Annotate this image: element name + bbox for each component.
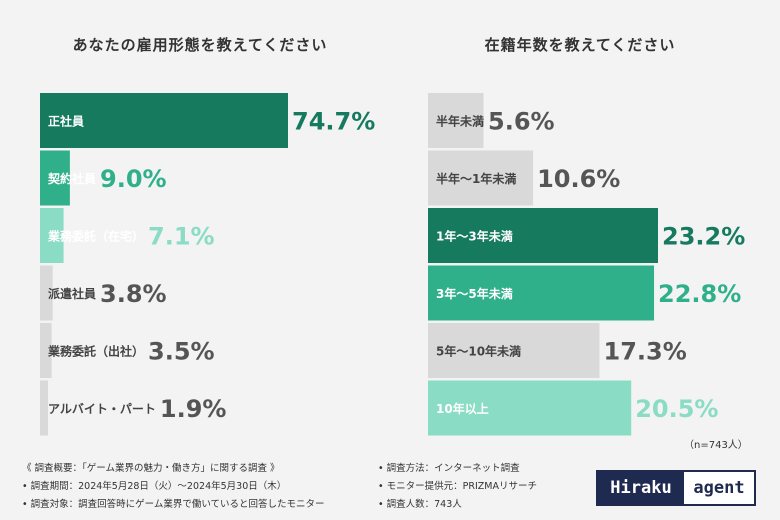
category-label: 業務委託（在宅） xyxy=(47,229,144,244)
footer-line: • 調査期間：2024年5月28日（火）〜2024年5月30日（木） xyxy=(22,481,287,492)
value-label: 3.5% xyxy=(148,338,215,366)
chart-title-employment: あなたの雇用形態を教えてください xyxy=(72,36,328,54)
category-label: 5年〜10年未満 xyxy=(436,344,521,359)
footer-line: • モニター提供元：PRIZMAリサーチ xyxy=(378,481,537,492)
bar xyxy=(40,380,48,436)
value-label: 5.6% xyxy=(488,108,555,136)
footer-line: • 調査対象：調査回答時にゲーム業界で働いていると回答したモニター xyxy=(22,499,325,510)
value-label: 17.3% xyxy=(604,338,687,366)
bar xyxy=(428,380,632,436)
bar xyxy=(428,323,600,378)
bar xyxy=(40,208,64,263)
category-label: 正社員 xyxy=(48,114,84,129)
charts-canvas: 正社員 74.7% 契約社員 9.0% 業務委託（在宅） 7.1% 派遣社員 3.8% 業務委託… xyxy=(40,93,745,436)
category-label: 業務委託（出社） xyxy=(47,344,144,359)
footer-line: • 調査人数：743人 xyxy=(378,499,462,510)
category-label: 10年以上 xyxy=(436,401,489,416)
logo-part2: agent xyxy=(684,472,754,504)
sample-size-note: （n=743人） xyxy=(684,440,748,451)
category-label: 半年〜1年未満 xyxy=(436,171,516,186)
bar xyxy=(40,93,288,148)
value-label: 22.8% xyxy=(658,280,741,308)
hiraku-agent-logo: Hiraku agent xyxy=(596,470,756,506)
bar xyxy=(428,208,658,263)
chart-panel-1: 半年未満 5.6% 半年〜1年未満 10.6% 1年〜3年未満 23.2% 3年〜5年未満 2… xyxy=(428,93,745,436)
value-label: 1.9% xyxy=(160,395,227,423)
value-label: 7.1% xyxy=(148,223,215,251)
category-label: 派遣社員 xyxy=(48,286,96,301)
footer-line: 《 調査概要：「ゲーム業界の魅力・働き方」に関する調査 》 xyxy=(22,463,280,474)
bar xyxy=(40,265,53,321)
logo-part1: Hiraku xyxy=(598,472,684,504)
category-label: 半年未満 xyxy=(436,114,484,129)
bar xyxy=(40,150,70,206)
survey-overview: 《 調査概要：「ゲーム業界の魅力・働き方」に関する調査 》 • 調査期間：202… xyxy=(22,460,382,514)
bar xyxy=(428,93,484,148)
chart-title-tenure: 在籍年数を教えてください xyxy=(484,36,676,54)
value-label: 10.6% xyxy=(537,165,620,193)
chart-panel-0: 正社員 74.7% 契約社員 9.0% 業務委託（在宅） 7.1% 派遣社員 3.8% 業務委託… xyxy=(40,93,375,436)
bar xyxy=(40,323,52,378)
value-label: 9.0% xyxy=(100,165,167,193)
category-label: 3年〜5年未満 xyxy=(436,286,513,301)
category-label: 契約社員 xyxy=(47,171,96,186)
bar xyxy=(428,265,655,321)
value-label: 23.2% xyxy=(662,223,745,251)
value-label: 74.7% xyxy=(292,108,375,136)
footer-line: • 調査方法：インターネット調査 xyxy=(378,463,520,474)
survey-method: • 調査方法：インターネット調査 • モニター提供元：PRIZMAリサーチ • … xyxy=(378,460,588,514)
value-label: 3.8% xyxy=(100,280,167,308)
category-label: 1年〜3年未満 xyxy=(436,229,513,244)
category-label: アルバイト・パート xyxy=(48,402,156,416)
bar xyxy=(428,150,534,206)
value-label: 20.5% xyxy=(635,395,718,423)
